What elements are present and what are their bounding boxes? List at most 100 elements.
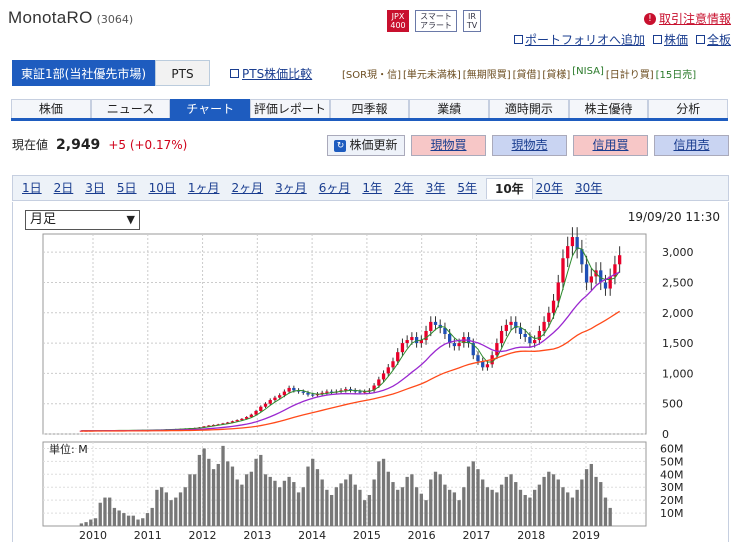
refresh-label: 株価更新 bbox=[349, 138, 398, 152]
smart-alert-badge[interactable]: スマート アラート bbox=[415, 10, 457, 32]
price-value: 2,949 bbox=[56, 137, 101, 153]
candle-body bbox=[344, 389, 348, 391]
period-10d[interactable]: 10日 bbox=[148, 181, 176, 195]
jpx400-badge[interactable]: JPX 400 bbox=[387, 10, 409, 32]
tab-disclosure[interactable]: 適時開示 bbox=[489, 99, 569, 118]
period-5y[interactable]: 5年 bbox=[457, 181, 477, 195]
tab-benefits[interactable]: 株主優待 bbox=[568, 99, 649, 118]
company-name: MonotaRO bbox=[8, 8, 93, 27]
tab-price[interactable]: 株価 bbox=[11, 99, 91, 118]
volume-bar bbox=[457, 500, 461, 526]
volume-unit-label: 単位: M bbox=[49, 442, 88, 456]
spot-sell-button[interactable]: 現物売 bbox=[492, 135, 567, 156]
candle-body bbox=[282, 391, 287, 396]
period-1y[interactable]: 1年 bbox=[362, 181, 383, 195]
chart-panel: 月足 ▼ 19/09/20 11:30 3,000 2,500 2,000 1,500… bbox=[12, 202, 729, 542]
volume-bar bbox=[282, 480, 287, 526]
period-2y[interactable]: 2年 bbox=[394, 181, 414, 195]
volume-bar bbox=[377, 461, 381, 526]
tab-results[interactable]: 業績 bbox=[409, 99, 490, 118]
trading-warning-link[interactable]: ! 取引注意情報 bbox=[514, 10, 731, 27]
candle-body bbox=[599, 270, 603, 283]
candle-body bbox=[485, 364, 490, 368]
volume-bar bbox=[363, 500, 367, 526]
volume-bar bbox=[566, 492, 570, 526]
volume-bar bbox=[240, 484, 244, 526]
volume-bar bbox=[93, 518, 98, 526]
period-1d[interactable]: 1日 bbox=[22, 181, 42, 195]
company-header: MonotaRO (3064) bbox=[8, 8, 133, 36]
stock-price-link[interactable]: 株価 bbox=[652, 31, 688, 48]
volume-bar bbox=[202, 448, 206, 526]
period-10y[interactable]: 10年 bbox=[485, 177, 533, 199]
volume-bar bbox=[145, 513, 150, 526]
period-2d[interactable]: 2日 bbox=[53, 181, 74, 195]
candle-body bbox=[372, 385, 376, 391]
volume-bar bbox=[561, 487, 565, 526]
period-5d[interactable]: 5日 bbox=[116, 181, 137, 195]
candle-body bbox=[457, 343, 461, 347]
volume-bar bbox=[580, 479, 584, 526]
full-board-link[interactable]: 全板 bbox=[695, 31, 731, 48]
pts-compare-link[interactable]: PTS株価比較 bbox=[230, 65, 312, 82]
candle-body bbox=[329, 391, 334, 393]
tab-rating-report[interactable]: 評価レポート bbox=[250, 99, 330, 118]
portfolio-icon bbox=[513, 35, 523, 44]
period-3m[interactable]: 3ヶ月 bbox=[275, 181, 307, 195]
period-30y[interactable]: 30年 bbox=[574, 181, 603, 195]
candle-body bbox=[556, 282, 560, 301]
candle-body bbox=[348, 389, 353, 391]
period-3d[interactable]: 3日 bbox=[85, 181, 105, 195]
candle-body bbox=[547, 312, 551, 322]
candle-body bbox=[240, 418, 244, 421]
volume-bar bbox=[334, 487, 338, 526]
candle-body bbox=[419, 340, 423, 344]
tab-chart[interactable]: チャート bbox=[170, 99, 251, 118]
period-6m[interactable]: 6ヶ月 bbox=[318, 181, 351, 195]
volume-bar bbox=[348, 474, 353, 526]
period-2m[interactable]: 2ヶ月 bbox=[231, 181, 264, 195]
volume-bar bbox=[296, 492, 301, 526]
candle-body bbox=[405, 340, 409, 344]
volume-bar bbox=[329, 494, 334, 526]
volume-bar bbox=[372, 479, 376, 526]
candle-body bbox=[443, 327, 447, 334]
candle-body bbox=[471, 343, 475, 356]
volume-bar bbox=[174, 497, 178, 526]
candle-body bbox=[263, 403, 268, 407]
period-1m[interactable]: 1ヶ月 bbox=[187, 181, 220, 195]
header-links: ! 取引注意情報 ポートフォリオへ追加 株価 全板 bbox=[513, 10, 731, 48]
tab-analysis[interactable]: 分析 bbox=[648, 99, 729, 118]
interval-select[interactable]: 月足 ▼ bbox=[25, 210, 140, 230]
margin-buy-button[interactable]: 信用買 bbox=[573, 135, 648, 156]
refresh-button[interactable]: ↻ 株価更新 bbox=[327, 135, 405, 156]
volume-bar bbox=[448, 489, 452, 526]
margin-sell-button[interactable]: 信用売 bbox=[654, 135, 729, 156]
candle-body bbox=[230, 421, 235, 423]
candle-body bbox=[613, 264, 617, 277]
volume-bar bbox=[570, 497, 575, 526]
market-tab-pts[interactable]: PTS bbox=[155, 60, 210, 86]
volume-bar bbox=[438, 474, 442, 526]
volume-bar bbox=[476, 469, 480, 526]
candle-body bbox=[254, 410, 258, 415]
volume-bar bbox=[169, 500, 173, 526]
volume-bar bbox=[386, 471, 390, 526]
price-chart: 3,000 2,500 2,000 1,500 1,000 500 060M50M40M30… bbox=[42, 227, 694, 542]
add-portfolio-link[interactable]: ポートフォリオへ追加 bbox=[513, 31, 645, 48]
period-3y[interactable]: 3年 bbox=[425, 181, 446, 195]
tab-news[interactable]: ニュース bbox=[90, 99, 171, 118]
volume-bar bbox=[98, 502, 102, 526]
period-20y[interactable]: 20年 bbox=[535, 181, 563, 195]
market-tab-tse1[interactable]: 東証1部(当社優先市場) bbox=[12, 60, 155, 86]
volume-bar bbox=[358, 489, 362, 526]
volume-bar bbox=[514, 482, 518, 526]
ir-tv-badge[interactable]: IR TV bbox=[463, 10, 481, 32]
stock-nav-tabs: 株価 ニュース チャート 評価レポート 四季報 業績 適時開示 株主優待 分析 bbox=[11, 99, 729, 121]
spot-buy-button[interactable]: 現物買 bbox=[411, 135, 486, 156]
volume-bar bbox=[537, 484, 542, 526]
volume-bar bbox=[381, 458, 386, 526]
tab-shikiho[interactable]: 四季報 bbox=[329, 99, 410, 118]
candle-body bbox=[603, 282, 608, 289]
volume-bar bbox=[311, 458, 315, 526]
